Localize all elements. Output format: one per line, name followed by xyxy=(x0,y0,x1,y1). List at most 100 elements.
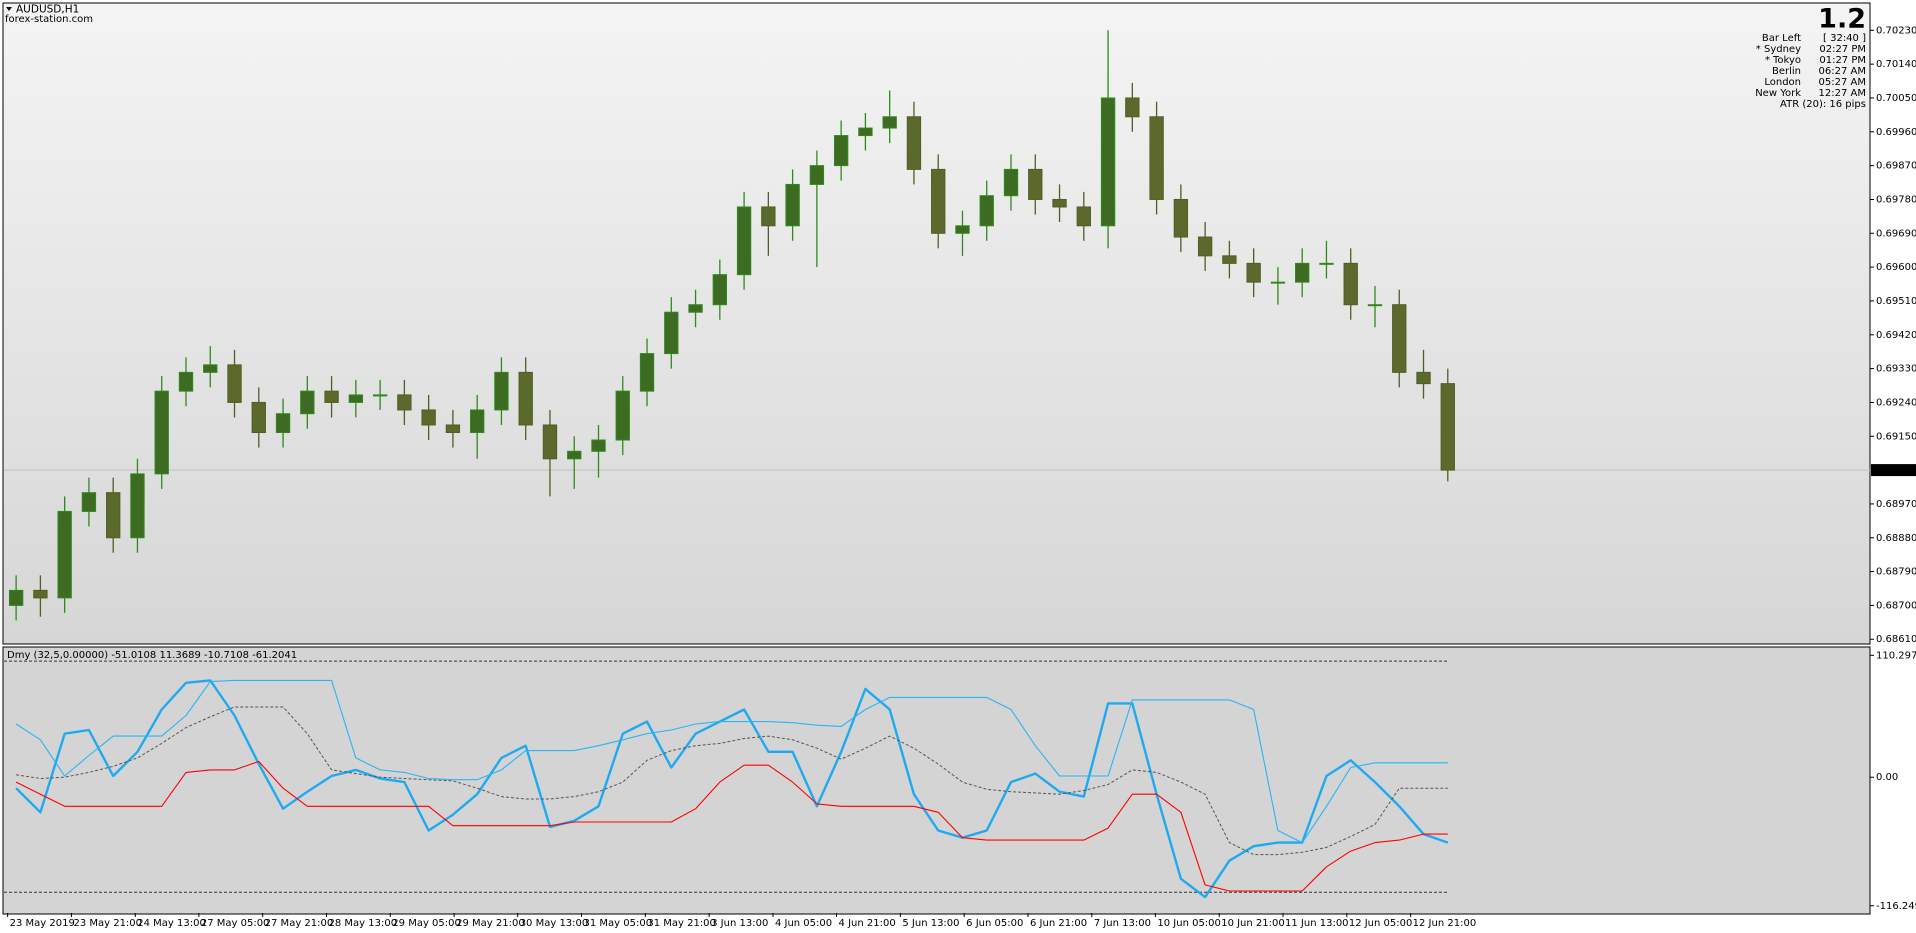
candle-body xyxy=(33,589,48,599)
candle-body xyxy=(518,371,533,426)
x-tick-label: 12 Jun 05:00 xyxy=(1349,918,1413,929)
main-panel xyxy=(2,2,1871,645)
y-tick-label: 0.69690 xyxy=(1876,228,1916,239)
x-tick-label: 29 May 05:00 xyxy=(392,918,461,929)
candle-body xyxy=(130,473,145,539)
x-tick-label: 4 Jun 21:00 xyxy=(839,918,896,929)
x-tick-label: 6 Jun 05:00 xyxy=(966,918,1023,929)
candle-body xyxy=(348,394,364,403)
candle-body xyxy=(494,371,509,411)
candle-body xyxy=(1149,116,1164,200)
candle-body xyxy=(1392,304,1407,373)
candle-body xyxy=(567,450,582,460)
candle-body xyxy=(1003,168,1019,197)
indicator-line xyxy=(16,706,1448,856)
candle-body xyxy=(979,195,994,227)
candle-body xyxy=(1028,168,1043,200)
y-tick-label: 0.69600 xyxy=(1876,262,1916,273)
last-price-box xyxy=(1871,464,1916,477)
candle-body xyxy=(1076,206,1091,227)
candle-body xyxy=(1100,97,1116,227)
y-tick-label: 0.69240 xyxy=(1876,397,1916,408)
y-tick-label: 0.68700 xyxy=(1876,600,1916,611)
candle-body xyxy=(906,116,922,170)
candle-body xyxy=(1173,198,1189,238)
candle-body xyxy=(858,127,873,137)
candle-body xyxy=(1416,371,1431,385)
y-tick-label: 110.2976 xyxy=(1876,650,1916,661)
candle-body xyxy=(931,168,946,234)
x-tick-label: 10 Jun 05:00 xyxy=(1157,918,1221,929)
info-value: 02:27 PM xyxy=(1819,44,1866,55)
x-tick-label: 24 May 13:00 xyxy=(137,918,206,929)
y-tick-label: 0.69420 xyxy=(1876,330,1916,341)
y-tick-label: 0.69870 xyxy=(1876,161,1916,172)
candle-body xyxy=(1246,262,1261,283)
candle-body xyxy=(57,510,72,599)
x-tick-label: 31 May 05:00 xyxy=(584,918,653,929)
candle-body xyxy=(664,311,679,355)
x-tick-label: 12 Jun 21:00 xyxy=(1413,918,1477,929)
y-tick-label: 0.70230 xyxy=(1876,25,1916,36)
candle-body xyxy=(1270,281,1286,284)
x-tick-label: 6 Jun 21:00 xyxy=(1030,918,1087,929)
x-tick-label: 30 May 13:00 xyxy=(520,918,589,929)
candle-body xyxy=(227,364,242,403)
candle-body xyxy=(639,353,655,392)
x-tick-label: 23 May 21:00 xyxy=(73,918,142,929)
candle-body xyxy=(154,390,169,475)
symbol-title: AUDUSD,H1 xyxy=(16,4,79,16)
x-tick-label: 5 Jun 13:00 xyxy=(902,918,959,929)
candle-body xyxy=(1125,97,1140,118)
candle-body xyxy=(542,424,558,460)
candle-body xyxy=(1343,262,1358,306)
candle-body xyxy=(1367,304,1383,307)
candle-body xyxy=(1440,383,1455,471)
x-tick-label: 28 May 13:00 xyxy=(328,918,397,929)
info-label: * Sydney xyxy=(1756,44,1801,55)
candle-body xyxy=(81,492,97,512)
x-tick-label: 27 May 21:00 xyxy=(265,918,334,929)
candle-body xyxy=(397,394,412,411)
candle-body xyxy=(8,589,24,606)
y-tick-label: 0.68880 xyxy=(1876,533,1916,544)
candle-body xyxy=(275,413,291,434)
info-label: Bar Left xyxy=(1762,33,1801,44)
y-tick-label: 0.68970 xyxy=(1876,499,1916,510)
candle-body xyxy=(1222,255,1237,264)
candle-body xyxy=(1052,198,1067,208)
candle-body xyxy=(372,394,388,397)
y-tick-label: 0.69780 xyxy=(1876,194,1916,205)
candle-body xyxy=(421,409,436,426)
info-value: [ 32:40 ] xyxy=(1823,33,1866,44)
menu-arrow[interactable] xyxy=(6,7,12,11)
candle-body xyxy=(106,492,121,539)
indicator-line xyxy=(15,679,1448,844)
candle-body xyxy=(1295,262,1310,283)
y-tick-label: 0.00 xyxy=(1876,772,1898,783)
atr-label: ATR (20): 16 pips xyxy=(1780,99,1866,110)
version-label: 1.2 xyxy=(1818,4,1866,35)
candle-body xyxy=(1319,262,1334,265)
y-tick-label: 0.70050 xyxy=(1876,93,1916,104)
candle-body xyxy=(955,225,970,234)
x-tick-label: 4 Jun 05:00 xyxy=(775,918,832,929)
y-tick-label: 0.69960 xyxy=(1876,127,1916,138)
candle-body xyxy=(203,364,218,373)
x-tick-label: 3 Jun 13:00 xyxy=(711,918,768,929)
x-tick-label: 31 May 21:00 xyxy=(647,918,716,929)
candle-body xyxy=(615,390,630,441)
candle-body xyxy=(785,183,800,227)
y-tick-label: -116.2493 xyxy=(1876,901,1916,912)
candle-body xyxy=(712,274,727,306)
candle-body xyxy=(470,409,485,434)
info-value: 05:27 AM xyxy=(1819,77,1866,88)
candle-body xyxy=(178,371,194,392)
info-value: 01:27 PM xyxy=(1819,55,1866,66)
candle-body xyxy=(591,439,606,452)
info-label: * Tokyo xyxy=(1765,55,1801,66)
x-tick-label: 11 Jun 13:00 xyxy=(1285,918,1349,929)
x-tick-label: 23 May 2019 xyxy=(10,918,75,929)
indicator-panel xyxy=(2,646,1871,915)
